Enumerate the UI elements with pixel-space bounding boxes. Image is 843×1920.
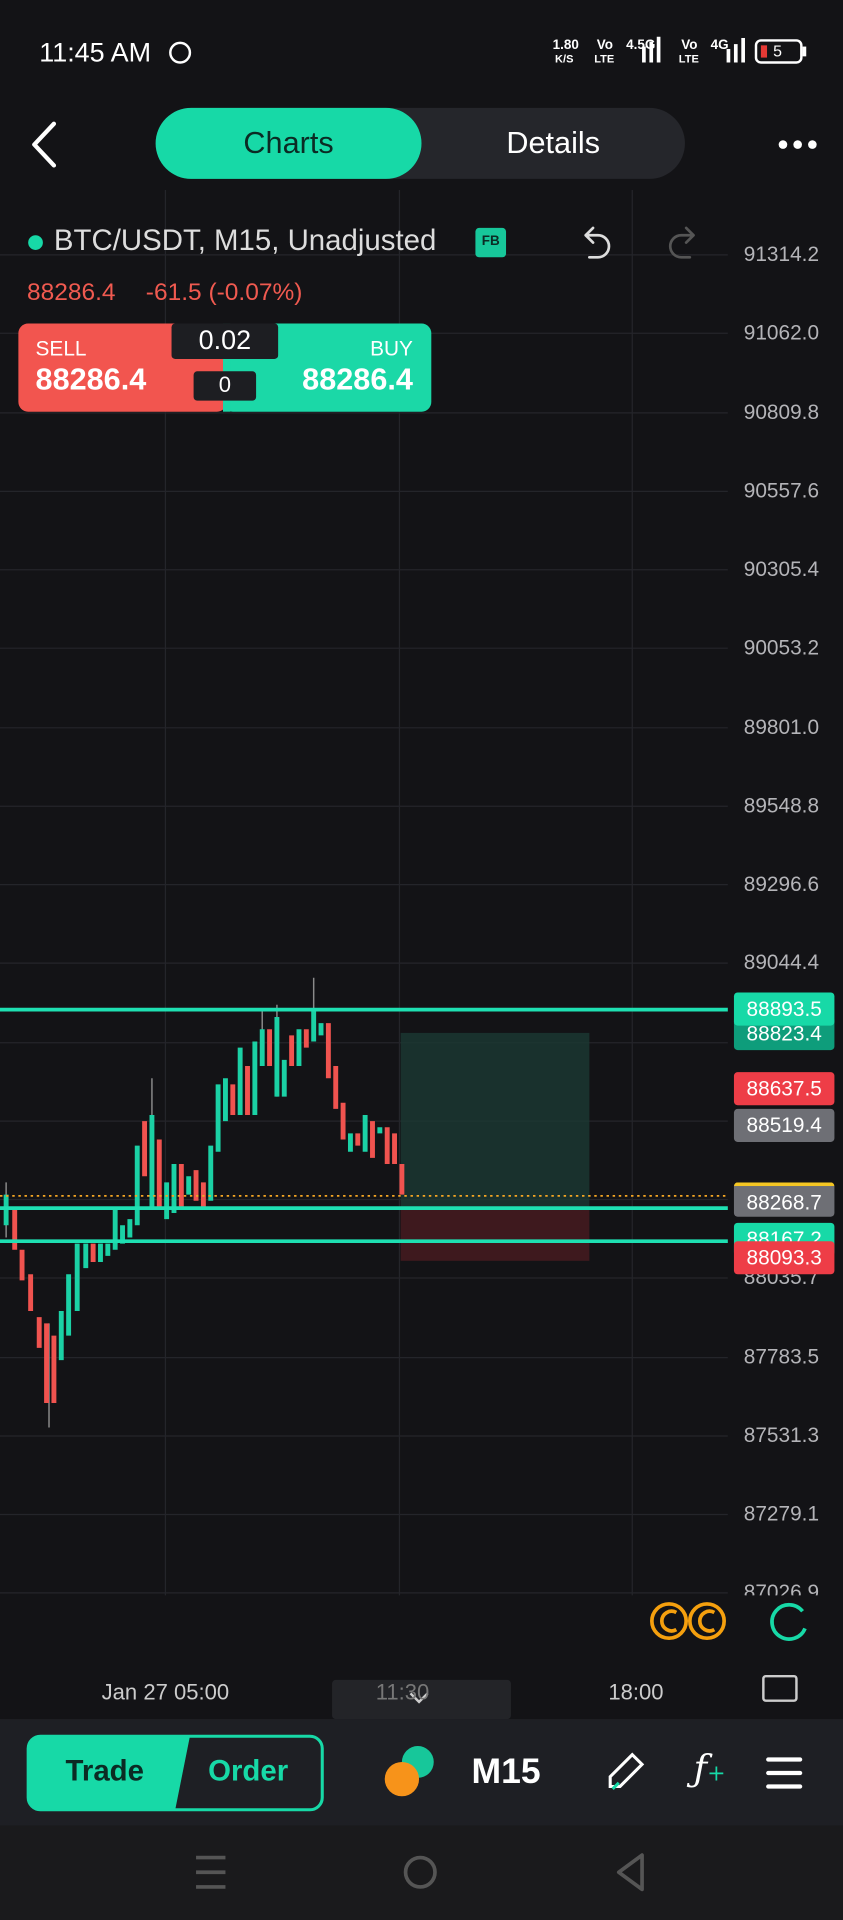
price-axis-label: 90557.6 <box>743 479 820 503</box>
undo-button[interactable] <box>584 226 611 259</box>
symbol-name: BTC/USDT, M15, Unadjusted <box>53 224 437 258</box>
menu-button[interactable] <box>766 1757 803 1789</box>
price-axis-label: 87279.1 <box>743 1502 820 1526</box>
header-icons <box>32 107 817 179</box>
sim1-label: Vo <box>596 37 613 53</box>
sim2-net: 4G <box>710 37 729 53</box>
price-axis-label: 89296.6 <box>743 872 820 896</box>
tab-details[interactable]: Details <box>506 126 601 161</box>
status-icons <box>169 36 807 64</box>
nav-back[interactable] <box>616 1853 644 1892</box>
chart-canvas <box>0 189 728 1596</box>
reset-button[interactable] <box>770 1603 807 1641</box>
status-time: 11:45 AM <box>39 36 152 68</box>
tab-charts[interactable]: Charts <box>243 126 334 161</box>
symbol-icons <box>18 226 695 412</box>
price-axis-label: 87531.3 <box>743 1423 820 1448</box>
indicator-button[interactable]: ƒ+ <box>693 1747 726 1791</box>
order-button[interactable]: Order <box>208 1754 289 1788</box>
more-button[interactable] <box>778 140 817 149</box>
time-axis-label: Jan 27 05:00 <box>101 1679 230 1705</box>
back-button[interactable] <box>32 121 57 168</box>
price-axis-label: 89801.0 <box>743 715 820 739</box>
price-axis-label: 91062.0 <box>743 321 820 345</box>
sell-price[interactable]: 88286.4 <box>35 362 147 397</box>
time-axis-label: 18:00 <box>608 1679 664 1705</box>
price-tag: 88519.4 <box>733 1108 835 1142</box>
nav-recents[interactable] <box>196 1855 226 1889</box>
nav-home[interactable] <box>403 1855 437 1889</box>
symbol-badge: FB <box>481 234 500 249</box>
price-axis-label: 90305.4 <box>743 557 820 581</box>
price-axis-label: 90053.2 <box>743 635 820 660</box>
buy-label[interactable]: BUY <box>370 336 413 361</box>
sim2-type: LTE <box>678 52 699 65</box>
take-profit-zone <box>400 1032 590 1209</box>
price-axis-label: 91314.2 <box>743 242 820 266</box>
net-speed-unit: K/S <box>555 52 574 65</box>
price-tag: 88637.5 <box>733 1072 835 1106</box>
price-tag: 88093.3 <box>733 1241 835 1275</box>
chart-inner: 91314.2 91062.0 90809.8 90557.6 90305.4 … <box>0 189 843 1596</box>
spread: 0 <box>218 372 231 397</box>
lot-size[interactable]: 0.02 <box>198 324 252 356</box>
timeframe-button[interactable]: M15 <box>471 1752 541 1792</box>
sell-label[interactable]: SELL <box>35 336 87 361</box>
price-tag: 88268.7 <box>733 1182 835 1217</box>
price-tag: 88893.5 <box>733 992 835 1026</box>
last-price: 88286.4 <box>26 279 116 307</box>
sim1-type: LTE <box>594 52 615 65</box>
chart-area: 91314.2 91062.0 90809.8 90557.6 90305.4 … <box>0 189 843 1596</box>
trade-button[interactable]: Trade <box>65 1754 144 1788</box>
stop-loss-zone <box>400 1208 590 1261</box>
grid <box>0 189 728 1596</box>
net-speed: 1.80 <box>552 37 579 53</box>
price-axis-label: 87783.5 <box>743 1345 820 1369</box>
fullscreen-button[interactable] <box>762 1674 798 1702</box>
redo-button[interactable] <box>668 226 695 259</box>
draw-tool[interactable] <box>608 1752 645 1789</box>
candles-down <box>12 1023 405 1403</box>
time-axis-label: 11:30 <box>375 1679 430 1705</box>
price-axis-label: 89548.8 <box>743 793 820 818</box>
buy-price[interactable]: 88286.4 <box>302 362 413 397</box>
sim1-net: 4.5G <box>626 37 656 53</box>
price-axis-label: 89044.4 <box>743 950 820 975</box>
price-change: -61.5 (-0.07%) <box>145 279 303 307</box>
price-axis-label: 87026.9 <box>743 1580 820 1596</box>
price-axis-label: 90809.8 <box>743 400 820 424</box>
sim2-label: Vo <box>681 37 698 53</box>
level-lines <box>0 1007 728 1244</box>
battery-level: 5 <box>773 41 783 61</box>
